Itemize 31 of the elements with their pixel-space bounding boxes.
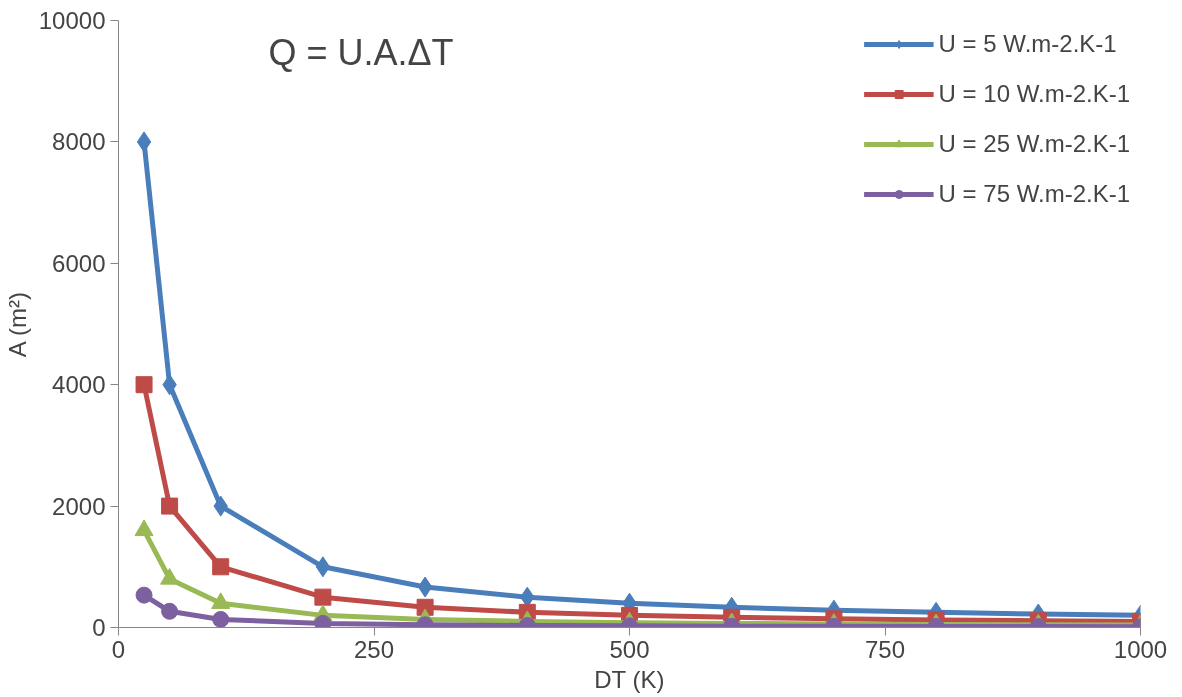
y-tick-label: 6000 xyxy=(52,249,106,277)
x-tick-label: 750 xyxy=(864,635,906,663)
x-tick-label: 500 xyxy=(609,635,650,663)
x-tick-label: 0 xyxy=(111,635,126,663)
point xyxy=(134,519,154,537)
point xyxy=(212,558,230,576)
point xyxy=(161,602,179,620)
point xyxy=(136,131,152,153)
point xyxy=(161,497,179,515)
legend-label: U = 5 W.m-2.K-1 xyxy=(938,30,1117,58)
y-tick-label: 8000 xyxy=(52,128,106,156)
point xyxy=(160,568,180,585)
point xyxy=(314,588,332,606)
y-tick-label: 10000 xyxy=(38,7,106,34)
point xyxy=(212,610,230,628)
annotation: Q = U.A.ΔT xyxy=(268,31,454,73)
x-axis-title: DT (K) xyxy=(594,665,665,693)
y-tick-label: 0 xyxy=(92,614,106,641)
legend-label: U = 10 W.m-2.K-1 xyxy=(938,80,1130,108)
point xyxy=(135,376,153,394)
point xyxy=(135,586,153,604)
y-axis-title: A (m²) xyxy=(3,291,31,358)
point xyxy=(417,576,433,598)
x-tick-label: 1000 xyxy=(1113,635,1168,663)
y-tick-label: 4000 xyxy=(52,371,106,399)
legend-label: U = 75 W.m-2.K-1 xyxy=(938,180,1130,208)
legend-label: U = 25 W.m-2.K-1 xyxy=(938,130,1130,158)
point xyxy=(315,556,331,578)
point xyxy=(211,592,231,609)
x-tick-label: 250 xyxy=(353,635,395,663)
y-tick-label: 2000 xyxy=(52,492,106,520)
